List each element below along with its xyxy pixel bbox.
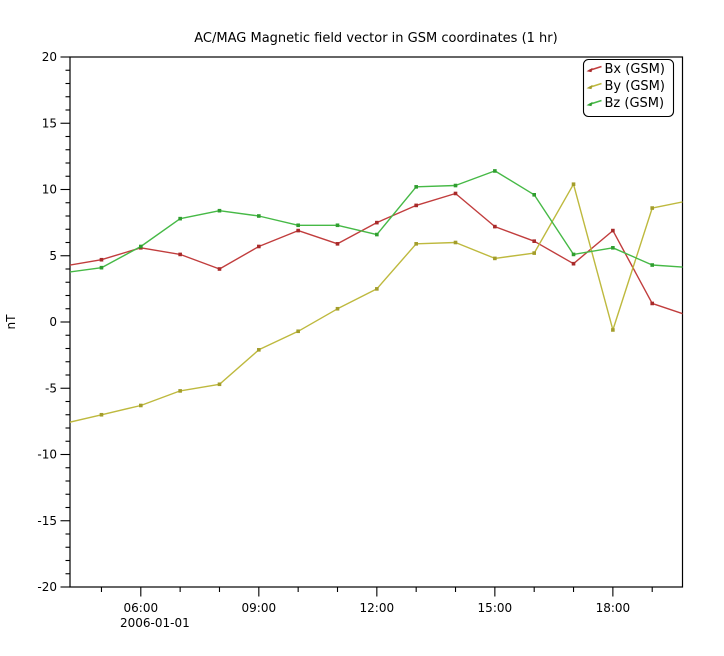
series-marker-by-gsm	[99, 412, 104, 417]
series-marker-by-gsm	[60, 422, 64, 426]
legend-item-by-gsm[interactable]: By (GSM)	[586, 79, 665, 94]
y-axis-tick-label: 20	[42, 50, 57, 64]
legend-box	[582, 58, 675, 118]
series-marker-by-gsm	[296, 329, 300, 334]
series-marker-bx-gsm	[532, 239, 536, 243]
legend-label: Bz (GSM)	[605, 96, 665, 111]
series-lines	[60, 169, 694, 426]
x-axis-date-label: 2006-01-01	[120, 616, 190, 630]
series-marker-bx-gsm	[60, 265, 64, 269]
y-axis-tick-label: -20	[37, 580, 57, 594]
series-marker-bx-gsm	[571, 261, 576, 266]
series-marker-bz-gsm	[493, 169, 497, 173]
series-marker-bx-gsm	[650, 301, 655, 306]
y-axis-tick-label: 15	[42, 116, 57, 130]
series-marker-by-gsm	[611, 328, 615, 332]
y-axis-tick-label: -15	[37, 514, 57, 528]
series-marker-bz-gsm	[296, 223, 300, 228]
y-axis-tick-label: 0	[49, 315, 57, 329]
plot-frame	[69, 56, 684, 588]
series-marker-bz-gsm	[690, 266, 694, 270]
legend-label: By (GSM)	[605, 79, 665, 94]
series-marker-bx-gsm	[178, 252, 182, 257]
series-marker-bz-gsm	[139, 244, 143, 249]
series-marker-bx-gsm	[453, 191, 458, 196]
series-marker-bz-gsm	[60, 271, 64, 275]
series-marker-bz-gsm	[650, 263, 655, 267]
series-marker-bz-gsm	[571, 252, 576, 257]
series-marker-bz-gsm	[335, 223, 340, 228]
legend-item-bz-gsm[interactable]: Bz (GSM)	[586, 96, 665, 111]
legend-item-bx-gsm[interactable]: Bx (GSM)	[586, 62, 665, 77]
x-axis-tick-label: 06:00	[124, 601, 159, 615]
x-axis-tick-label: 12:00	[360, 601, 395, 615]
series-marker-bz-gsm	[178, 216, 182, 221]
chart-title: AC/MAG Magnetic field vector in GSM coor…	[194, 31, 557, 46]
series-marker-bx-gsm	[257, 244, 261, 249]
series-marker-by-gsm	[414, 242, 418, 246]
series-marker-bx-gsm	[690, 315, 694, 319]
series-marker-bz-gsm	[414, 185, 418, 189]
series-marker-bz-gsm	[99, 265, 104, 270]
series-marker-by-gsm	[257, 348, 261, 352]
series-marker-by-gsm	[532, 251, 536, 255]
series-line-by-gsm	[70, 183, 683, 423]
y-axis-tick-label: -10	[37, 448, 57, 462]
series-marker-bz-gsm	[257, 214, 261, 218]
series-marker-bx-gsm	[335, 242, 340, 246]
series-marker-by-gsm	[690, 198, 694, 202]
legend-marker-arrow-icon	[586, 67, 593, 73]
series-marker-bz-gsm	[532, 193, 536, 197]
series-marker-by-gsm	[375, 287, 379, 291]
series-marker-by-gsm	[650, 206, 655, 210]
series-marker-bz-gsm	[611, 246, 615, 250]
series-marker-bx-gsm	[296, 228, 300, 233]
legend-marker-arrow-icon	[586, 101, 593, 107]
series-marker-bz-gsm	[375, 232, 379, 237]
series-marker-by-gsm	[571, 182, 576, 186]
series-marker-by-gsm	[493, 256, 497, 261]
y-axis-tick-label: 5	[49, 249, 57, 263]
series-marker-by-gsm	[217, 382, 222, 387]
y-axis-tick-label: -5	[45, 381, 57, 395]
series-marker-bz-gsm	[217, 208, 222, 213]
axis-ticks: 20 15 10 5 0 -5 -10 -15 -20 06:00 09:00 12:00 15:00 1…	[37, 50, 653, 615]
series-marker-bz-gsm	[453, 183, 458, 188]
series-marker-by-gsm	[139, 403, 143, 408]
series-line-bx-gsm	[70, 192, 683, 315]
series-marker-bx-gsm	[611, 228, 615, 233]
legend-marker-arrow-icon	[586, 84, 593, 90]
x-axis-tick-label: 15:00	[478, 601, 513, 615]
chart-legend[interactable]: Bx (GSM) By (GSM) Bz (GSM)	[582, 58, 675, 118]
series-marker-bx-gsm	[375, 220, 379, 225]
series-marker-by-gsm	[335, 306, 340, 311]
series-marker-bx-gsm	[414, 203, 418, 208]
series-marker-by-gsm	[453, 240, 458, 245]
legend-label: Bx (GSM)	[605, 62, 665, 77]
y-axis-tick-label: 10	[42, 183, 57, 197]
series-marker-bx-gsm	[217, 267, 222, 271]
y-axis-label: nT	[4, 314, 18, 330]
x-axis-tick-label: 18:00	[596, 601, 631, 615]
series-marker-bx-gsm	[99, 257, 104, 262]
series-marker-by-gsm	[178, 389, 182, 393]
x-axis-tick-label: 09:00	[242, 601, 277, 615]
series-marker-bx-gsm	[493, 224, 497, 229]
